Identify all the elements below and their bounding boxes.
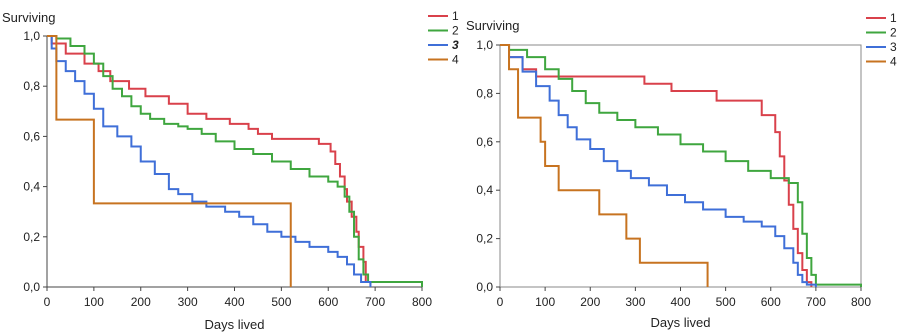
y-tick-label: 0,6 bbox=[476, 135, 493, 149]
x-tick-label: 100 bbox=[84, 295, 104, 309]
legend-label-3: 3 bbox=[890, 40, 897, 54]
y-tick-label: 0,8 bbox=[476, 86, 493, 100]
y-tick-label: 0,4 bbox=[23, 180, 40, 194]
series-line-4 bbox=[47, 36, 291, 287]
x-tick-label: 400 bbox=[224, 295, 244, 309]
x-tick-label: 800 bbox=[851, 295, 871, 309]
x-tick-label: 500 bbox=[271, 295, 291, 309]
x-tick-label: 200 bbox=[580, 295, 600, 309]
x-tick-label: 700 bbox=[806, 295, 826, 309]
y-axis-label: Surviving bbox=[466, 18, 519, 33]
x-tick-label: 0 bbox=[44, 295, 51, 309]
y-tick-label: 1,0 bbox=[23, 29, 40, 43]
chart-left: 0 100 200 300 400 500 600 700 800 0,0 0,2 0,4 0,6 0,8… bbox=[2, 9, 459, 332]
y-axis-label: Surviving bbox=[2, 10, 55, 25]
x-tick-label: 700 bbox=[365, 295, 385, 309]
y-tick-label: 0,0 bbox=[476, 280, 493, 294]
legend-label-3: 3 bbox=[452, 38, 459, 52]
x-tick-label: 800 bbox=[412, 295, 432, 309]
y-tick-label: 0,8 bbox=[23, 79, 40, 93]
legend-label-4: 4 bbox=[890, 55, 897, 69]
series-line-2 bbox=[47, 36, 422, 287]
x-axis-label: Days lived bbox=[205, 317, 265, 332]
x-tick-label: 300 bbox=[178, 295, 198, 309]
y-tick-label: 0,4 bbox=[476, 183, 493, 197]
chart-right: 0 100 200 300 400 500 600 700 800 0,0 0,2 0,4 0,6 0,8… bbox=[466, 11, 897, 330]
x-tick-label: 600 bbox=[318, 295, 338, 309]
y-tick-label: 0,0 bbox=[23, 280, 40, 294]
y-tick-label: 1,0 bbox=[476, 38, 493, 52]
legend-label-1: 1 bbox=[452, 9, 459, 23]
x-tick-label: 300 bbox=[625, 295, 645, 309]
legend-label-1: 1 bbox=[890, 11, 897, 25]
x-tick-label: 400 bbox=[670, 295, 690, 309]
x-tick-label: 500 bbox=[716, 295, 736, 309]
x-tick-label: 600 bbox=[761, 295, 781, 309]
y-tick-label: 0,2 bbox=[476, 232, 493, 246]
series-line-4 bbox=[500, 45, 708, 287]
x-axis-label: Days lived bbox=[651, 315, 711, 330]
legend-label-2: 2 bbox=[452, 24, 459, 38]
legend-label-2: 2 bbox=[890, 26, 897, 40]
legend-label-4: 4 bbox=[452, 53, 459, 67]
x-tick-label: 200 bbox=[131, 295, 151, 309]
y-tick-label: 0,2 bbox=[23, 230, 40, 244]
x-tick-label: 0 bbox=[497, 295, 504, 309]
x-tick-label: 100 bbox=[535, 295, 555, 309]
series-line-3 bbox=[47, 36, 370, 287]
y-tick-label: 0,6 bbox=[23, 129, 40, 143]
